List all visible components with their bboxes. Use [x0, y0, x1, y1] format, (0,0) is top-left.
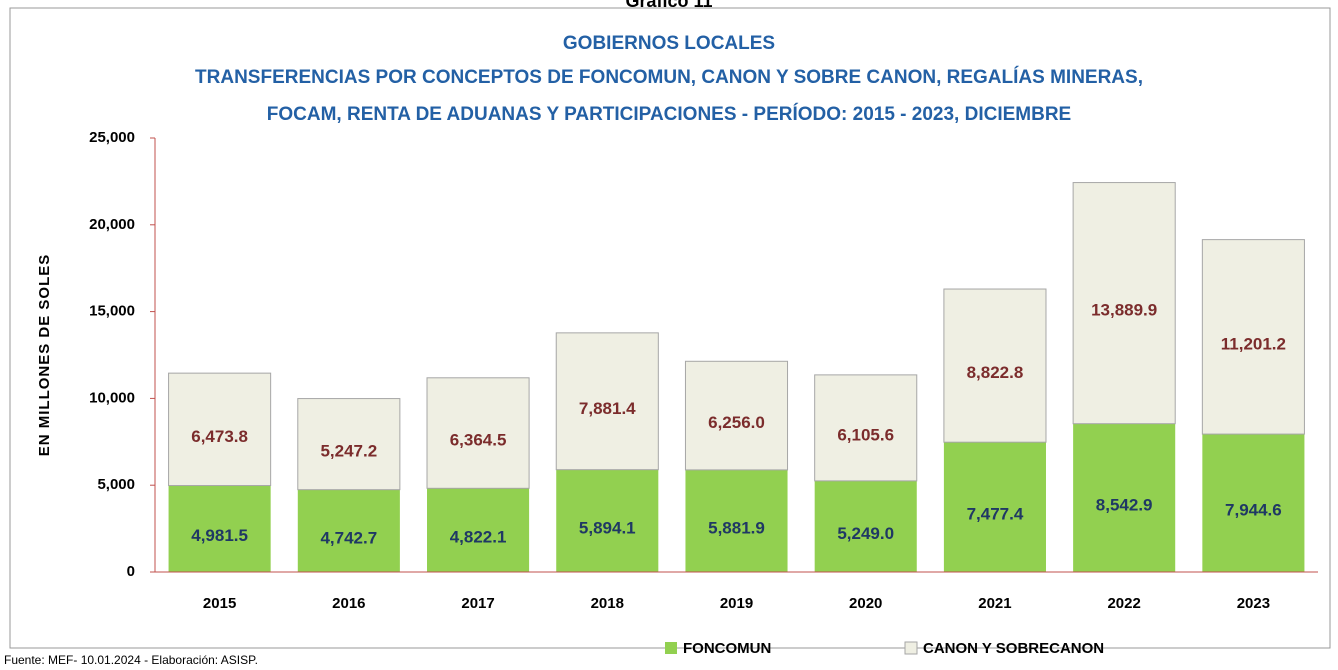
y-tick-label: 10,000 [89, 389, 135, 406]
y-tick-label: 5,000 [97, 476, 135, 493]
bar-segment [297, 489, 400, 572]
x-tick-label: 2019 [720, 595, 753, 612]
bar-segment [943, 288, 1047, 443]
bar-segment [1073, 423, 1176, 572]
y-tick-label: 25,000 [89, 129, 135, 146]
bar-segment [1072, 182, 1176, 425]
chart-subtitle: TRANSFERENCIAS POR CONCEPTOS DE FONCOMUN… [195, 66, 1143, 88]
y-tick-label: 15,000 [89, 303, 135, 320]
x-tick-label: 2015 [203, 595, 236, 612]
x-tick-label: 2018 [591, 595, 624, 612]
legend-label: FONCOMUN [683, 640, 771, 657]
bar-segment [814, 374, 918, 482]
value-label: 7,944.6 [1225, 501, 1282, 520]
value-label: 4,981.5 [191, 526, 248, 545]
bar-segment [1202, 434, 1305, 572]
value-label: 13,889.9 [1091, 301, 1157, 320]
x-tick-label: 2017 [461, 595, 494, 612]
value-label: 6,105.6 [837, 425, 894, 444]
x-tick-label: 2021 [978, 595, 1011, 612]
x-tick-label: 2020 [849, 595, 882, 612]
x-tick-label: 2023 [1237, 595, 1270, 612]
source: Fuente: MEF- 10.01.2024 - Elaboración: A… [4, 653, 258, 667]
value-label: 8,822.8 [967, 363, 1024, 382]
bar-segment [168, 372, 272, 487]
bar-segment [556, 469, 659, 572]
chart-subtitle: FOCAM, RENTA DE ADUANAS Y PARTICIPACIONE… [267, 103, 1071, 125]
bar-segment [685, 469, 788, 572]
y-tick-label: 20,000 [89, 216, 135, 233]
value-label: 5,881.9 [708, 518, 765, 537]
bar-segment [297, 398, 401, 491]
value-label: 5,249.0 [837, 524, 894, 543]
value-label: 6,364.5 [450, 431, 507, 450]
bar-segment [684, 360, 789, 471]
value-label: 5,247.2 [320, 442, 377, 461]
heading: Gráfico 11 [625, 0, 712, 11]
legend-label: CANON Y SOBRECANON [923, 640, 1104, 657]
value-label: 5,894.1 [579, 518, 636, 537]
chart-title: GOBIERNOS LOCALES [563, 33, 775, 54]
value-label: 4,742.7 [320, 528, 377, 547]
bar-segment [814, 480, 917, 572]
bar-segment [427, 488, 530, 572]
y-axis-label: EN MILLONES DE SOLES [36, 254, 53, 457]
legend-swatch [665, 642, 677, 654]
value-label: 6,256.0 [708, 413, 765, 432]
value-label: 4,822.1 [450, 528, 507, 547]
bar-segment [943, 442, 1046, 572]
legend-swatch [904, 641, 918, 655]
y-tick-label: 0 [127, 563, 135, 580]
bar-segment [426, 377, 530, 489]
value-label: 6,473.8 [191, 427, 248, 446]
x-tick-label: 2022 [1107, 595, 1140, 612]
value-label: 11,201.2 [1221, 334, 1286, 353]
x-tick-label: 2016 [332, 595, 365, 612]
bar-segment [1201, 239, 1305, 435]
value-label: 7,477.4 [967, 505, 1024, 524]
bar-segment [168, 485, 271, 572]
bar-segment [555, 332, 659, 471]
value-label: 8,542.9 [1096, 495, 1153, 514]
value-label: 7,881.4 [579, 399, 636, 418]
